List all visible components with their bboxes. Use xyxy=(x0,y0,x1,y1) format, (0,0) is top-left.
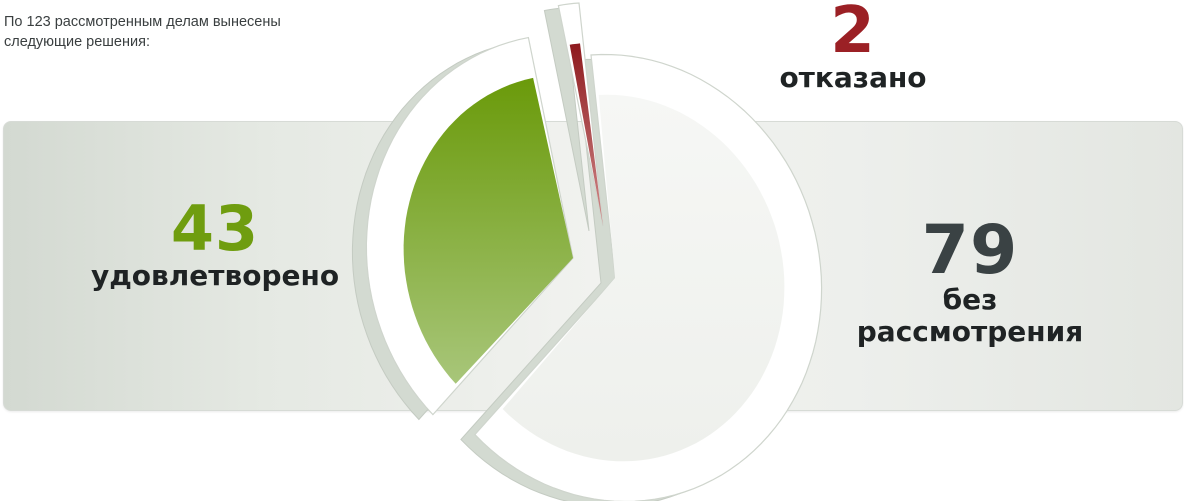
refused-label: отказано xyxy=(779,61,927,94)
stat-approved: 43 удовлетворено xyxy=(70,198,360,292)
pie-slice-refused xyxy=(569,43,603,227)
intro-text: По 123 рассмотренным делам вынесены след… xyxy=(4,14,281,50)
stat-refused: 2 отказано xyxy=(768,0,938,94)
pie-slice-refused-rim xyxy=(557,2,604,227)
pie-slices xyxy=(351,2,823,501)
refused-count: 2 xyxy=(830,0,876,68)
pie-slice-no-review xyxy=(502,94,785,462)
approved-label: удовлетворено xyxy=(90,259,340,292)
no-review-count: 79 xyxy=(921,211,1019,290)
pie-slice-approved xyxy=(403,77,573,384)
stat-no-review: 79 без рассмотрения xyxy=(840,211,1100,348)
no-review-label-line1: без xyxy=(942,283,998,316)
no-review-label-line2: рассмотрения xyxy=(856,315,1084,348)
approved-count: 43 xyxy=(170,192,260,265)
